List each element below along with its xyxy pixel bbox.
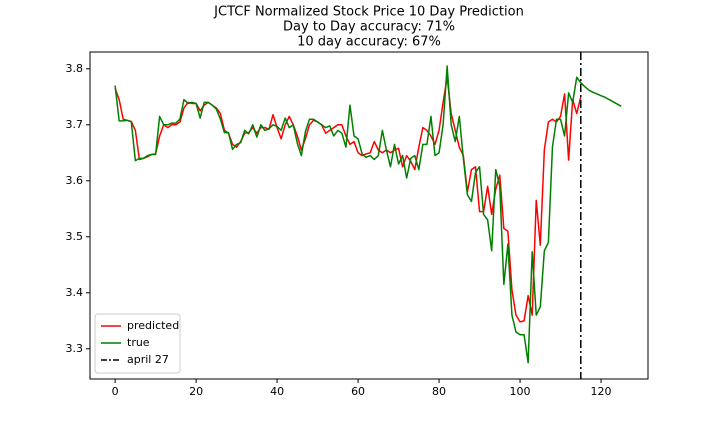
legend-label: april 27 (127, 353, 169, 366)
series-line (114, 76, 582, 323)
chart-subtitle: Day to Day accuracy: 71% (283, 20, 455, 35)
y-tick-label: 3.6 (66, 174, 84, 187)
chart-subtitle: 10 day accuracy: 67% (297, 35, 441, 50)
legend-label: true (127, 336, 150, 349)
series-line (114, 65, 622, 364)
legend-label: predicted (127, 319, 179, 332)
plot-frame (89, 51, 649, 380)
y-tick-label: 3.8 (66, 62, 84, 75)
x-tick-label: 120 (591, 385, 612, 398)
x-tick-label: 0 (112, 385, 119, 398)
x-tick-label: 80 (432, 385, 446, 398)
x-tick-label: 100 (510, 385, 531, 398)
legend-box (94, 313, 181, 374)
x-tick-label: 40 (270, 385, 284, 398)
y-tick-label: 3.5 (66, 230, 84, 243)
x-tick-label: 20 (189, 385, 203, 398)
y-tick-label: 3.7 (66, 118, 84, 131)
y-tick-label: 3.4 (66, 286, 84, 299)
y-tick-label: 3.3 (66, 342, 84, 355)
chart-title: JCTCF Normalized Stock Price 10 Day Pred… (213, 5, 524, 20)
x-tick-label: 60 (351, 385, 365, 398)
